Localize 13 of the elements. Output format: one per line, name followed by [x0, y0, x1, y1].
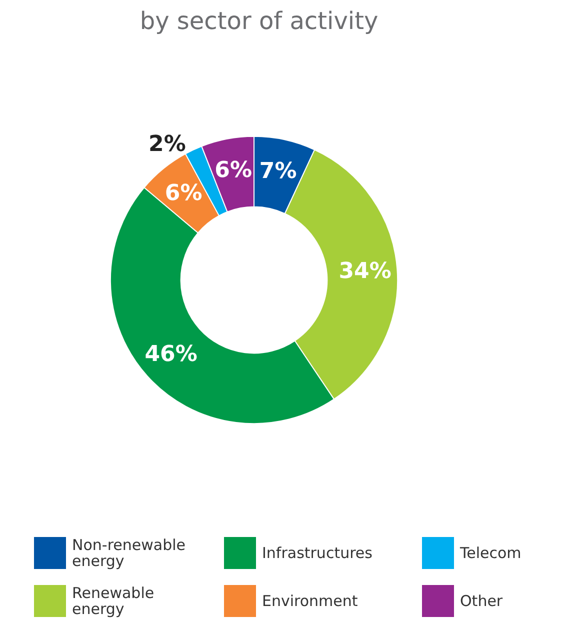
- legend-label: Environment: [262, 592, 358, 610]
- data-label: 6%: [214, 158, 252, 184]
- data-label: 7%: [259, 158, 297, 184]
- legend-label: Infrastructures: [262, 544, 373, 562]
- data-label: 2%: [148, 132, 186, 157]
- legend-label: Non-renewable energy: [72, 536, 190, 570]
- chart-title: by sector of activity: [140, 7, 378, 35]
- data-label: 34%: [338, 258, 392, 284]
- legend-label: Renewable energy: [72, 584, 159, 618]
- legend-label: Telecom: [459, 544, 522, 562]
- data-label: 46%: [144, 342, 198, 367]
- legend-label: Other: [460, 592, 504, 610]
- data-label: 6%: [164, 181, 202, 206]
